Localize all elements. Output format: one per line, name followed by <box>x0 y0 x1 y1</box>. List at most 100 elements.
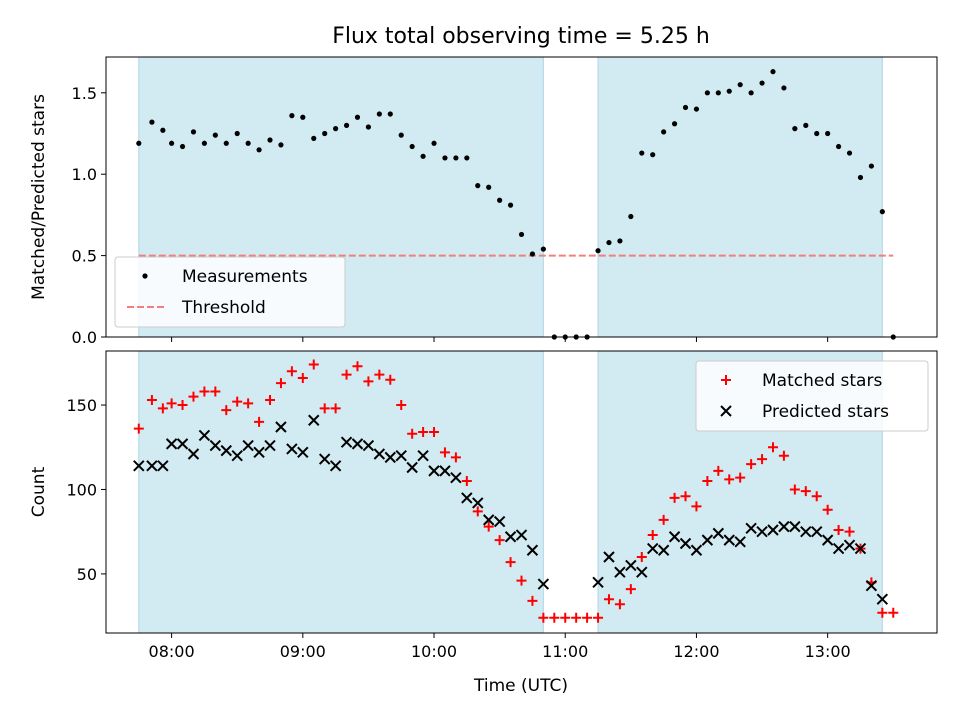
legend-label: Matched stars <box>762 371 882 391</box>
measurement-point <box>387 111 393 117</box>
measurement-point <box>628 213 634 220</box>
legend-box <box>114 256 346 328</box>
predicted-stars-point <box>384 451 396 464</box>
y-tick-label: 1.0 <box>72 165 97 184</box>
predicted-stars-point <box>526 544 539 556</box>
predicted-stars-point <box>800 525 812 538</box>
matched-stars-point <box>330 403 341 414</box>
measurement-point <box>759 80 765 86</box>
matched-stars-point <box>746 459 757 470</box>
matched-stars-point <box>133 423 144 434</box>
measurement-point <box>661 129 667 135</box>
measurement-point <box>671 121 678 127</box>
predicted-stars-point <box>482 514 495 526</box>
top-panel-ratio: 0.0 0.5 1.0 1.5 Matched/Predicted stars Measu… <box>29 56 938 347</box>
matched-stars-point <box>593 612 604 623</box>
predicted-stars-point <box>146 460 158 472</box>
measurement-point <box>343 122 350 128</box>
matched-stars-point <box>833 524 844 535</box>
matched-stars-point <box>210 386 221 397</box>
measurement-point <box>737 82 743 88</box>
measurement-point <box>650 152 656 158</box>
predicted-stars-point <box>712 527 725 540</box>
predicted-stars-point <box>537 578 550 590</box>
predicted-stars-point <box>843 539 856 551</box>
matched-stars-point <box>636 552 647 563</box>
measurement-point <box>212 132 218 138</box>
measurement-point <box>507 202 514 208</box>
matched-stars-point <box>450 452 461 463</box>
matched-stars-point <box>822 504 833 515</box>
measurement-point <box>464 155 470 161</box>
measurement-point <box>617 238 623 244</box>
legend: Measurements Threshold <box>114 256 346 328</box>
x-tick-label: 13:00 <box>805 642 851 661</box>
matched-stars-point <box>461 476 472 487</box>
matched-stars-point <box>352 361 363 372</box>
axes-frame <box>105 350 938 634</box>
measurement-point <box>770 69 776 75</box>
matched-stars-point <box>199 386 210 397</box>
measurement-point <box>442 155 448 161</box>
measurement-point <box>868 163 874 169</box>
x-tick-label: 09:00 <box>280 642 326 661</box>
matched-stars-point <box>888 607 899 618</box>
predicted-stars-point <box>373 448 386 460</box>
predicted-stars-point <box>275 421 287 433</box>
predicted-stars-point <box>701 534 714 546</box>
predicted-stars-point <box>767 524 779 536</box>
predicted-stars-point <box>133 460 145 472</box>
predicted-stars-point <box>220 444 232 457</box>
matched-stars-point <box>669 492 680 503</box>
matched-stars-point <box>560 612 571 623</box>
measurement-point <box>179 143 186 150</box>
matched-stars-point <box>702 476 713 487</box>
x-tick-label: 10:00 <box>411 642 457 661</box>
measurement-point <box>835 143 842 150</box>
matched-stars-point <box>439 447 450 458</box>
predicted-stars-point <box>493 515 506 528</box>
y-tick-label: 0.5 <box>72 247 97 266</box>
matched-stars-point <box>658 514 669 525</box>
matched-stars-point <box>319 403 330 414</box>
matched-stars-point <box>724 474 735 485</box>
measurement-point <box>136 140 142 146</box>
measurement-point <box>354 114 361 120</box>
measurement-point <box>234 130 240 137</box>
predicted-stars-point <box>417 449 429 462</box>
matched-stars-point <box>603 594 614 605</box>
measurement-point <box>300 114 306 120</box>
matched-stars-point <box>188 391 199 402</box>
predicted-stars-point <box>657 544 670 556</box>
predicted-stars-point <box>395 449 407 462</box>
matched-stars-point <box>527 595 538 606</box>
matched-stars-point <box>407 428 418 439</box>
matched-stars-point <box>418 427 429 438</box>
matched-stars-point <box>243 398 254 409</box>
measurement-point <box>792 126 798 132</box>
legend-box <box>695 360 929 432</box>
predicted-stars-point <box>734 536 746 548</box>
predicted-stars-point <box>187 448 200 460</box>
measurement-point <box>365 124 372 130</box>
observing-window-band <box>138 350 544 634</box>
matched-stars-point <box>538 612 549 623</box>
predicted-stars-point <box>286 443 298 455</box>
y-axis-label: Matched/Predicted stars <box>29 94 49 300</box>
matched-stars-point <box>811 491 822 502</box>
measurement-point <box>529 251 536 257</box>
measurement-point <box>693 106 700 112</box>
measurement-point <box>879 209 885 215</box>
matched-stars-point <box>483 521 494 532</box>
matched-stars-point <box>691 501 702 512</box>
y-tick-label: 100 <box>66 480 97 499</box>
predicted-stars-point <box>264 439 276 452</box>
measurement-point <box>256 147 262 153</box>
predicted-stars-point <box>821 534 834 546</box>
predicted-stars-point <box>253 446 265 459</box>
predicted-stars-point <box>723 534 735 546</box>
predicted-stars-point <box>789 520 801 533</box>
predicted-stars-point <box>450 471 462 484</box>
matched-stars-point <box>472 506 483 517</box>
